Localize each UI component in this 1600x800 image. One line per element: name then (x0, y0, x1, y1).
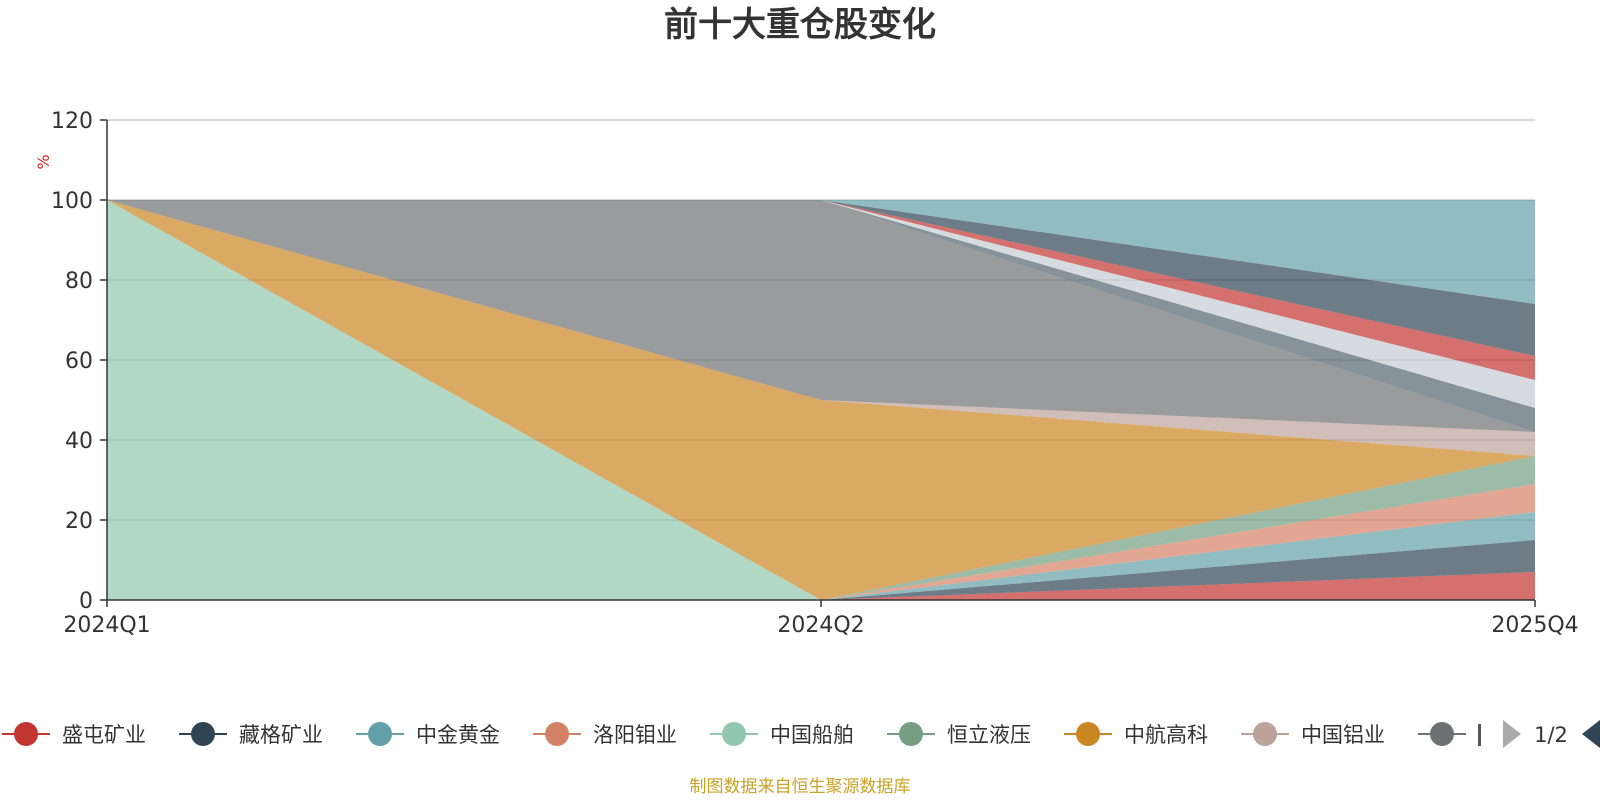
legend-item: 盛屯矿业 (2, 722, 146, 747)
source-note: 制图数据来自恒生聚源数据库 (689, 777, 911, 797)
y-axis-label: % (34, 154, 53, 169)
legend-label: 中金黄金 (416, 723, 500, 747)
legend-item: 中金黄金 (356, 722, 500, 747)
legend-label: 中航高科 (1124, 723, 1208, 747)
axis-layer: 0 20 40 60 80 100 120 2024Q1 2024Q2 2025Q4% (34, 109, 1579, 638)
legend-item: 洛阳钼业 (533, 722, 677, 747)
legend-page-indicator: 1/2 (1534, 723, 1568, 747)
legend-marker-dot (722, 722, 746, 746)
legend-marker-dot (899, 722, 923, 746)
area-series-14 (107, 200, 1535, 304)
y-tick-label: 60 (65, 349, 93, 374)
legend-label: 藏格矿业 (239, 723, 323, 747)
legend-marker-dot (368, 722, 392, 746)
y-tick-label: 80 (65, 269, 93, 294)
area-series-9 (107, 200, 1535, 432)
chart-title: 前十大重仓股变化 (664, 5, 936, 45)
legend-label: 洛阳钼业 (593, 723, 677, 747)
legend-item: 中国铝业 (1241, 722, 1385, 747)
legend-marker-dot (545, 722, 569, 746)
x-tick-label: 2024Q1 (63, 613, 150, 638)
legend-prev-icon (1503, 720, 1521, 748)
legend-label: 盛屯矿业 (62, 723, 146, 747)
area-series-3 (107, 512, 1535, 600)
legend: 盛屯矿业 藏格矿业 中金黄金 洛阳钼业 中国船舶 恒立液压 中航高科 中国铝业 1/2 (2, 720, 1600, 748)
area-series-4 (107, 484, 1535, 600)
area-series-2 (107, 540, 1535, 600)
y-tick-label: 100 (51, 189, 93, 214)
legend-item: 中国船舶 (710, 722, 854, 747)
legend-marker-dot (1253, 722, 1277, 746)
legend-item: 恒立液压 (887, 722, 1031, 747)
legend-label: 恒立液压 (947, 723, 1031, 747)
legend-item: 藏格矿业 (179, 722, 323, 747)
legend-item (1418, 722, 1481, 746)
area-series-13 (107, 200, 1535, 356)
y-tick-label: 0 (79, 589, 93, 614)
x-tick-label: 2024Q2 (777, 613, 864, 638)
legend-label: 中国铝业 (1301, 723, 1385, 747)
y-tick-label: 20 (65, 509, 93, 534)
area-layer (107, 200, 1535, 600)
x-tick-label: 2025Q4 (1491, 613, 1578, 638)
legend-marker-dot (191, 722, 215, 746)
legend-item: 中航高科 (1064, 722, 1208, 747)
y-tick-label: 40 (65, 429, 93, 454)
legend-marker-dot (1430, 722, 1454, 746)
legend-label-truncated (1478, 724, 1481, 746)
area-series-1 (107, 572, 1535, 600)
legend-label: 中国船舶 (770, 723, 854, 747)
y-tick-label: 120 (51, 109, 93, 134)
legend-marker-dot (1076, 722, 1100, 746)
area-series-8 (107, 200, 1535, 456)
legend-marker-dot (14, 722, 38, 746)
legend-next-icon (1582, 720, 1600, 748)
area-series-5 (107, 200, 1535, 600)
